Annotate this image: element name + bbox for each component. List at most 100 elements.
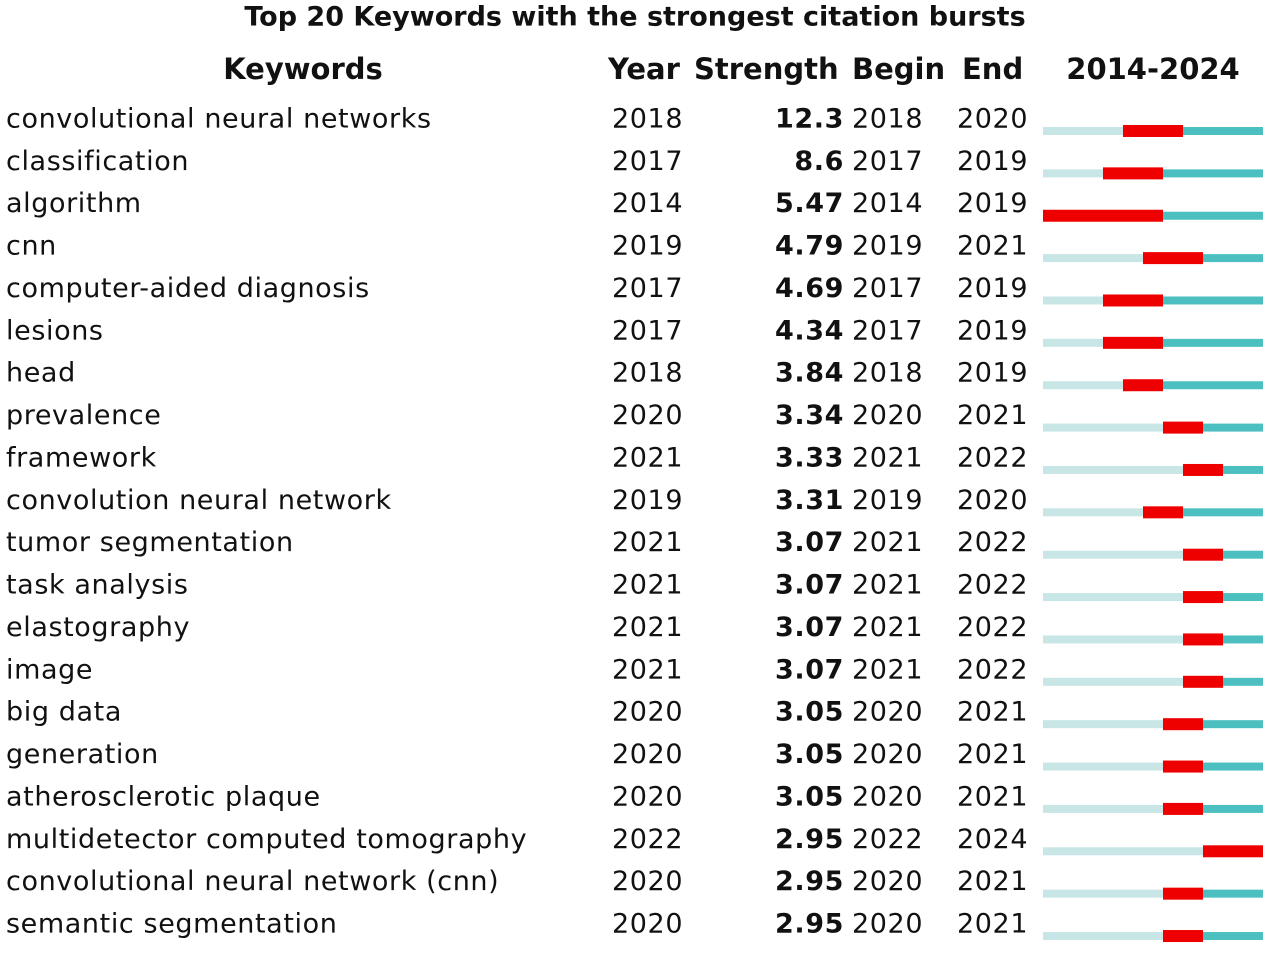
- pre-appearance-line: [1043, 847, 1203, 856]
- strength: 4.79: [775, 231, 844, 262]
- year: 2020: [612, 697, 683, 728]
- keyword: computer-aided diagnosis: [6, 273, 370, 304]
- year: 2019: [612, 485, 683, 516]
- year: 2020: [612, 739, 683, 770]
- burst-bar: [1043, 209, 1163, 222]
- burst-bar: [1103, 336, 1163, 349]
- keyword: algorithm: [6, 188, 142, 219]
- end: 2022: [957, 527, 1028, 558]
- pre-appearance-line: [1043, 720, 1163, 729]
- pre-appearance-line: [1043, 169, 1103, 178]
- keyword: cnn: [6, 231, 57, 262]
- year: 2018: [612, 104, 683, 135]
- end: 2020: [957, 104, 1028, 135]
- active-line: [1163, 932, 1263, 941]
- keyword: classification: [6, 146, 189, 177]
- burst-bar: [1163, 421, 1203, 434]
- year: 2020: [612, 400, 683, 431]
- strength: 2.95: [775, 824, 844, 855]
- end: 2021: [957, 781, 1028, 812]
- burst-bar: [1203, 845, 1263, 858]
- begin: 2022: [852, 824, 923, 855]
- year: 2014: [612, 188, 683, 219]
- begin: 2017: [852, 146, 923, 177]
- keyword: elastography: [6, 612, 190, 643]
- pre-appearance-line: [1043, 508, 1143, 517]
- strength: 4.34: [775, 315, 844, 346]
- year: 2017: [612, 146, 683, 177]
- year: 2020: [612, 909, 683, 940]
- burst-bar: [1163, 718, 1203, 731]
- pre-appearance-line: [1043, 635, 1183, 644]
- year: 2021: [612, 527, 683, 558]
- strength: 8.6: [794, 146, 844, 177]
- begin: 2020: [852, 400, 923, 431]
- active-line: [1163, 423, 1263, 432]
- begin: 2021: [852, 527, 923, 558]
- begin: 2017: [852, 315, 923, 346]
- burst-bar: [1123, 125, 1183, 137]
- active-line: [1103, 296, 1263, 305]
- active-line: [1123, 381, 1263, 390]
- strength: 4.69: [775, 273, 844, 304]
- active-line: [1163, 804, 1263, 813]
- active-line: [1123, 127, 1263, 135]
- header-begin: Begin: [852, 52, 945, 86]
- keyword: head: [6, 358, 76, 389]
- pre-appearance-line: [1043, 423, 1163, 432]
- begin: 2019: [852, 231, 923, 262]
- end: 2019: [957, 146, 1028, 177]
- end: 2020: [957, 485, 1028, 516]
- end: 2022: [957, 654, 1028, 685]
- begin: 2020: [852, 909, 923, 940]
- pre-appearance-line: [1043, 677, 1183, 686]
- keyword: big data: [6, 697, 122, 728]
- strength: 3.31: [775, 485, 844, 516]
- burst-bar: [1163, 760, 1203, 773]
- end: 2024: [957, 824, 1028, 855]
- keyword: convolutional neural networks: [6, 104, 432, 135]
- pre-appearance-line: [1043, 381, 1123, 390]
- pre-appearance-line: [1043, 889, 1163, 898]
- header-year: Year: [607, 52, 681, 86]
- keyword: multidetector computed tomography: [6, 824, 527, 855]
- active-line: [1103, 338, 1263, 347]
- pre-appearance-line: [1043, 804, 1163, 813]
- active-line: [1103, 169, 1263, 178]
- year: 2020: [612, 866, 683, 897]
- pre-appearance-line: [1043, 932, 1163, 941]
- begin: 2014: [852, 188, 923, 219]
- keyword: image: [6, 654, 93, 685]
- end: 2021: [957, 909, 1028, 940]
- pre-appearance-line: [1043, 338, 1103, 347]
- keyword: tumor segmentation: [6, 527, 294, 558]
- pre-appearance-line: [1043, 762, 1163, 771]
- end: 2021: [957, 739, 1028, 770]
- keyword: lesions: [6, 315, 104, 346]
- pre-appearance-line: [1043, 465, 1183, 474]
- strength: 3.05: [775, 697, 844, 728]
- strength: 3.33: [775, 442, 844, 473]
- year: 2020: [612, 781, 683, 812]
- strength: 5.47: [775, 188, 844, 219]
- strength: 3.07: [775, 527, 844, 558]
- burst-bar: [1183, 463, 1223, 476]
- begin: 2018: [852, 358, 923, 389]
- active-line: [1163, 720, 1263, 729]
- burst-bar: [1143, 252, 1203, 265]
- keyword: atherosclerotic plaque: [6, 781, 321, 812]
- strength: 3.07: [775, 654, 844, 685]
- burst-bar: [1103, 167, 1163, 180]
- active-line: [1143, 508, 1263, 517]
- keyword: convolutional neural network (cnn): [6, 866, 499, 897]
- header-timeline: 2014-2024: [1066, 52, 1239, 86]
- year: 2018: [612, 358, 683, 389]
- header-keyword: Keywords: [223, 52, 383, 86]
- begin: 2020: [852, 739, 923, 770]
- year: 2017: [612, 273, 683, 304]
- burst-bar: [1163, 887, 1203, 900]
- begin: 2021: [852, 442, 923, 473]
- keyword: generation: [6, 739, 159, 770]
